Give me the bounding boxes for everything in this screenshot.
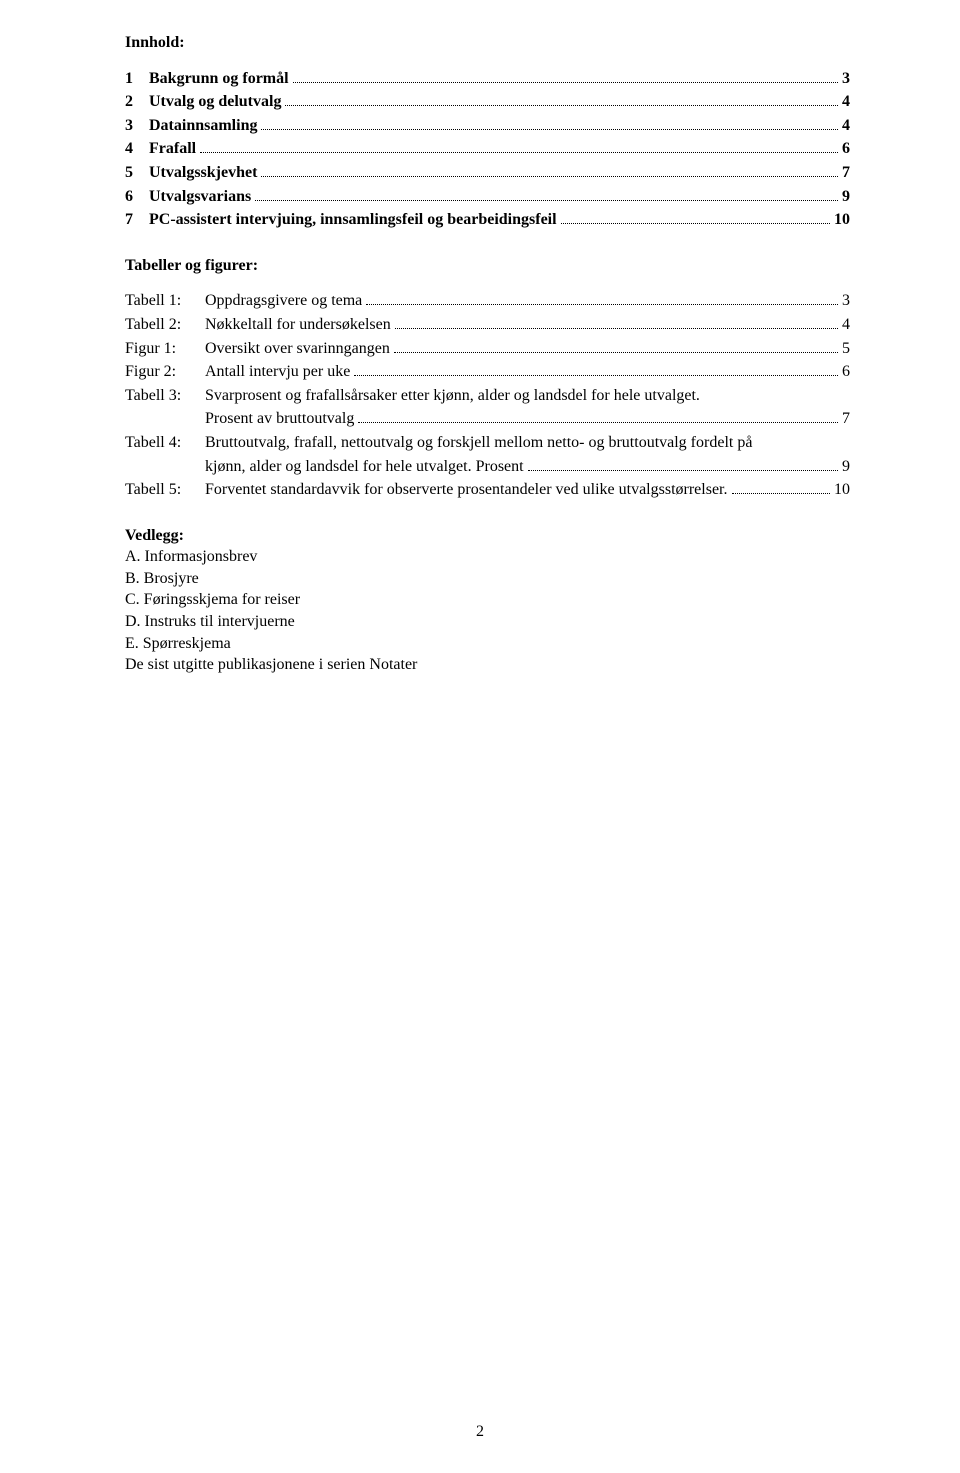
toc-title: PC-assistert intervjuing, innsamlingsfei… xyxy=(149,209,557,231)
toc-leader xyxy=(200,139,838,153)
figtab-leader xyxy=(354,362,838,376)
toc-row: 7 PC-assistert intervjuing, innsamlingsf… xyxy=(125,209,850,231)
page-number: 2 xyxy=(0,1421,960,1443)
toc-page: 7 xyxy=(842,162,850,184)
toc-title: Utvalgsvarians xyxy=(149,186,251,208)
figtab-leader xyxy=(394,338,838,352)
figtab-leader xyxy=(395,315,838,329)
figtab-row-continuation: kjønn, alder og landsdel for hele utvalg… xyxy=(125,456,850,478)
figtab-page: 7 xyxy=(842,408,850,430)
toc-number: 5 xyxy=(125,162,149,184)
toc-row: 5 Utvalgsskjevhet 7 xyxy=(125,162,850,184)
figtab-title: Oversikt over svarinngangen xyxy=(205,338,390,360)
figtab-leader xyxy=(366,291,838,305)
figtab-label: Tabell 4: xyxy=(125,432,205,454)
toc-page: 10 xyxy=(834,209,850,231)
toc-list: 1 Bakgrunn og formål 3 2 Utvalg og delut… xyxy=(125,68,850,231)
figtab-title: Forventet standardavvik for observerte p… xyxy=(205,479,728,501)
toc-leader xyxy=(561,210,830,224)
toc-row: 3 Datainnsamling 4 xyxy=(125,115,850,137)
toc-row: 6 Utvalgsvarians 9 xyxy=(125,186,850,208)
figtab-row-continuation: Prosent av bruttoutvalg 7 xyxy=(125,408,850,430)
figtab-page: 10 xyxy=(834,479,850,501)
figtab-label: Tabell 2: xyxy=(125,314,205,336)
section-heading-innhold: Innhold: xyxy=(125,32,850,54)
toc-number: 6 xyxy=(125,186,149,208)
figtab-title: Svarprosent og frafallsårsaker etter kjø… xyxy=(205,385,700,407)
figtab-row: Tabell 3: Svarprosent og frafallsårsaker… xyxy=(125,385,850,407)
toc-number: 4 xyxy=(125,138,149,160)
vedlegg-item: A. Informasjonsbrev xyxy=(125,546,850,568)
figtab-leader xyxy=(528,456,838,470)
toc-row: 2 Utvalg og delutvalg 4 xyxy=(125,91,850,113)
figtab-label: Figur 2: xyxy=(125,361,205,383)
figtab-row: Figur 1: Oversikt over svarinngangen 5 xyxy=(125,338,850,360)
figtab-leader xyxy=(358,409,838,423)
figtab-row: Figur 2: Antall intervju per uke 6 xyxy=(125,361,850,383)
figtab-title: Antall intervju per uke xyxy=(205,361,350,383)
figtab-page: 5 xyxy=(842,338,850,360)
figtab-list: Tabell 1: Oppdragsgivere og tema 3 Tabel… xyxy=(125,290,850,500)
figtab-row: Tabell 5: Forventet standardavvik for ob… xyxy=(125,479,850,501)
toc-row: 4 Frafall 6 xyxy=(125,138,850,160)
figtab-title: Oppdragsgivere og tema xyxy=(205,290,362,312)
toc-title: Bakgrunn og formål xyxy=(149,68,289,90)
figtab-row: Tabell 4: Bruttoutvalg, frafall, nettout… xyxy=(125,432,850,454)
figtab-title: Bruttoutvalg, frafall, nettoutvalg og fo… xyxy=(205,432,752,454)
toc-number: 3 xyxy=(125,115,149,137)
figtab-page: 3 xyxy=(842,290,850,312)
section-heading-vedlegg: Vedlegg: xyxy=(125,525,850,547)
toc-page: 6 xyxy=(842,138,850,160)
vedlegg-item: E. Spørreskjema xyxy=(125,633,850,655)
figtab-title-wrap: Prosent av bruttoutvalg xyxy=(205,408,354,430)
figtab-page: 6 xyxy=(842,361,850,383)
vedlegg-block: Vedlegg: A. Informasjonsbrev B. Brosjyre… xyxy=(125,525,850,676)
figtab-row: Tabell 2: Nøkkeltall for undersøkelsen 4 xyxy=(125,314,850,336)
figtab-page: 9 xyxy=(842,456,850,478)
toc-page: 4 xyxy=(842,115,850,137)
toc-page: 4 xyxy=(842,91,850,113)
toc-leader xyxy=(261,115,838,129)
toc-page: 3 xyxy=(842,68,850,90)
toc-leader xyxy=(293,68,838,82)
toc-title: Utvalg og delutvalg xyxy=(149,91,281,113)
figtab-title: Nøkkeltall for undersøkelsen xyxy=(205,314,391,336)
toc-leader xyxy=(255,186,838,200)
vedlegg-item: C. Føringsskjema for reiser xyxy=(125,589,850,611)
closing-line: De sist utgitte publikasjonene i serien … xyxy=(125,654,850,676)
toc-title: Datainnsamling xyxy=(149,115,257,137)
figtab-label: Tabell 3: xyxy=(125,385,205,407)
toc-row: 1 Bakgrunn og formål 3 xyxy=(125,68,850,90)
figtab-label: Tabell 5: xyxy=(125,479,205,501)
figtab-label: Figur 1: xyxy=(125,338,205,360)
section-heading-tabeller-figurer: Tabeller og figurer: xyxy=(125,255,850,277)
vedlegg-item: D. Instruks til intervjuerne xyxy=(125,611,850,633)
toc-number: 2 xyxy=(125,91,149,113)
toc-number: 1 xyxy=(125,68,149,90)
toc-title: Utvalgsskjevhet xyxy=(149,162,257,184)
figtab-label: Tabell 1: xyxy=(125,290,205,312)
toc-number: 7 xyxy=(125,209,149,231)
vedlegg-item: B. Brosjyre xyxy=(125,568,850,590)
figtab-title-wrap: kjønn, alder og landsdel for hele utvalg… xyxy=(205,456,524,478)
toc-title: Frafall xyxy=(149,138,196,160)
toc-leader xyxy=(261,163,838,177)
figtab-page: 4 xyxy=(842,314,850,336)
toc-page: 9 xyxy=(842,186,850,208)
figtab-leader xyxy=(732,480,831,494)
toc-leader xyxy=(285,92,838,106)
figtab-row: Tabell 1: Oppdragsgivere og tema 3 xyxy=(125,290,850,312)
